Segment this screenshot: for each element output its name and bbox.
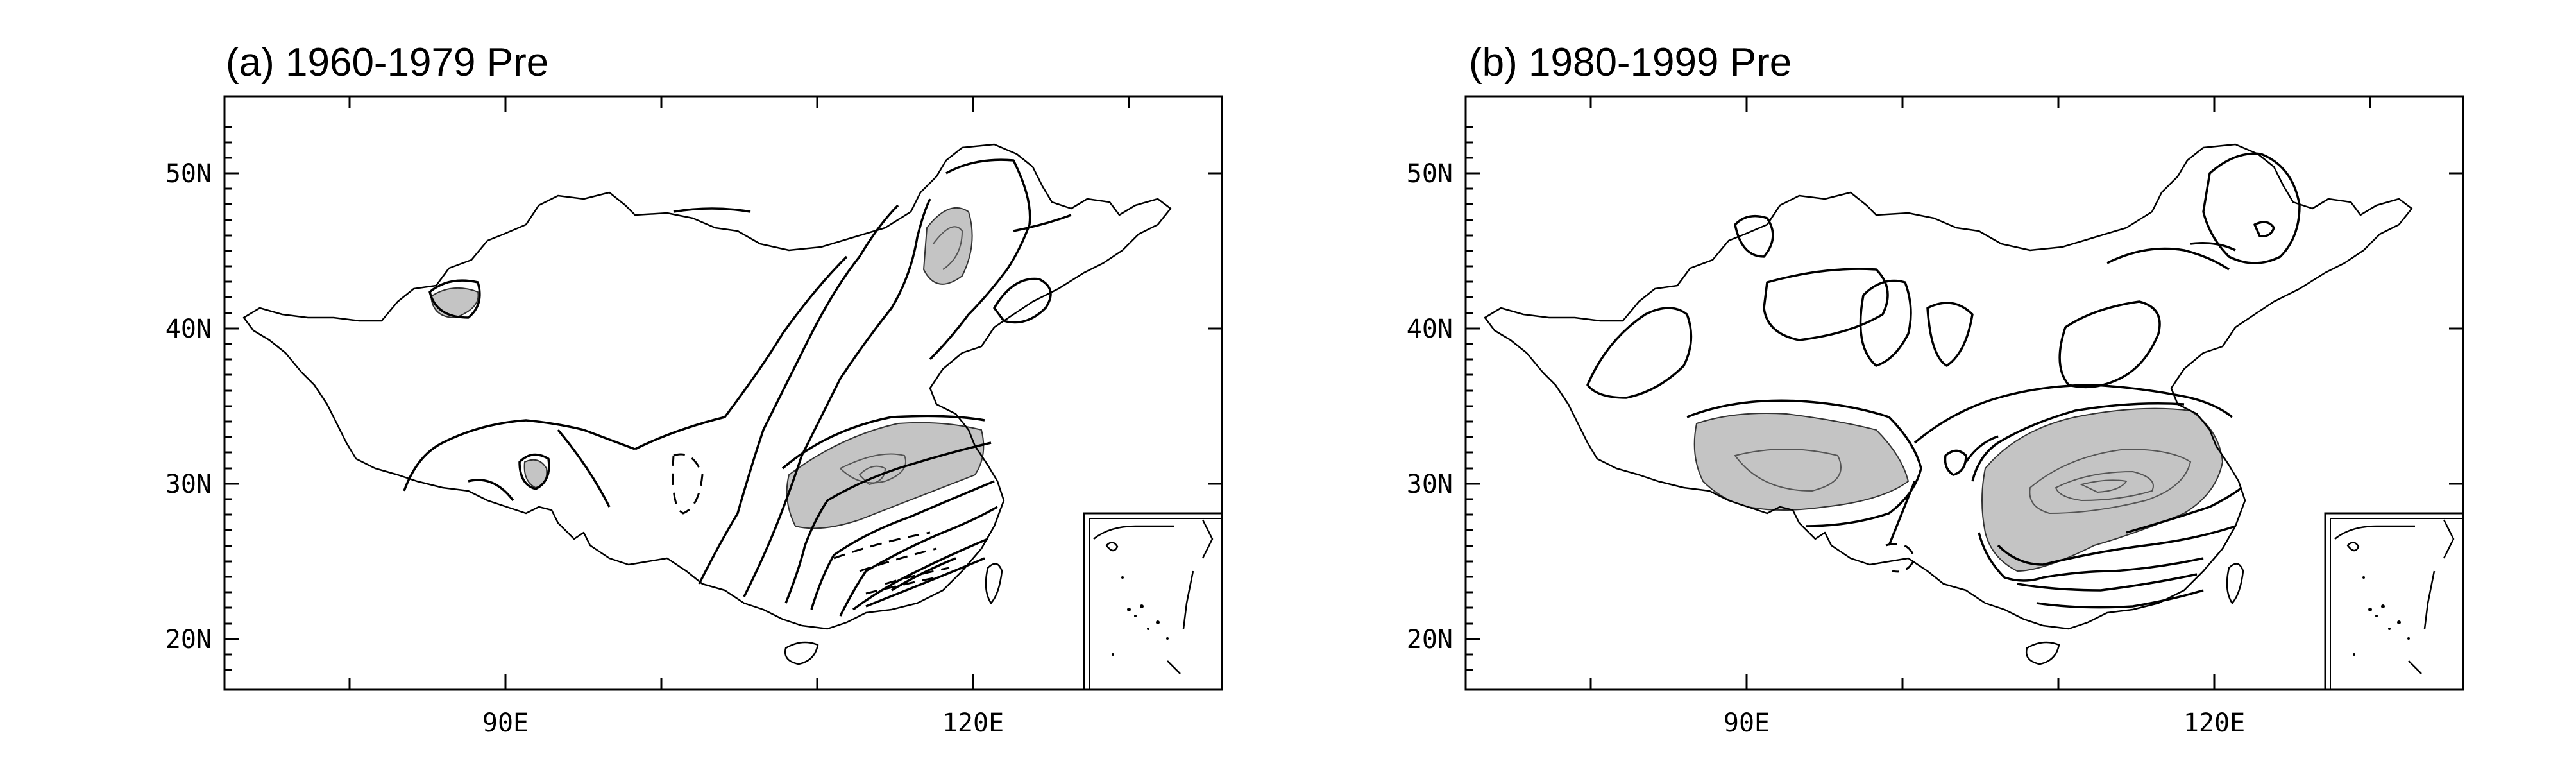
- panel-a-taiwan: [985, 563, 1003, 604]
- panel-a-lat-label-20n: 20N: [165, 625, 212, 654]
- panel-a: (a) 1960-1979 Pre: [165, 40, 1223, 738]
- panel-b-taiwan: [2226, 563, 2244, 604]
- panel-a-hainan: [784, 641, 819, 665]
- panel-b-lat-label-50n: 50N: [1407, 159, 1453, 189]
- panel-a-inset: [1083, 512, 1223, 691]
- panel-a-map: 50N 40N 30N 20N 90E 120E: [165, 95, 1223, 738]
- panel-b-lon-label-120e: 120E: [2183, 708, 2245, 738]
- panel-b-title: (b) 1980-1999 Pre: [1469, 40, 1792, 85]
- panel-b-lat-label-30n: 30N: [1407, 470, 1453, 499]
- panel-b-hainan: [2025, 641, 2060, 665]
- panel-b: (b) 1980-1999 Pre: [1407, 40, 2464, 738]
- panel-b-shading: [1693, 407, 2224, 572]
- panel-a-lon-label-120e: 120E: [942, 708, 1004, 738]
- panel-b-lon-label-90e: 90E: [1724, 708, 1770, 738]
- panel-a-contours: [403, 158, 1072, 617]
- panel-a-lat-label-40n: 40N: [165, 314, 212, 344]
- panel-a-shading: [430, 207, 985, 529]
- panel-b-map: 50N 40N 30N 20N 90E 120E: [1407, 95, 2464, 738]
- panel-b-inset: [2324, 512, 2464, 691]
- panel-b-china-outline: [1484, 143, 2413, 630]
- panel-b-contours: [1586, 152, 2301, 609]
- panel-a-lon-label-90e: 90E: [482, 708, 529, 738]
- panel-a-lat-label-30n: 30N: [165, 470, 212, 499]
- panel-a-frame: [223, 95, 1223, 691]
- panel-b-lat-label-40n: 40N: [1407, 314, 1453, 344]
- panel-a-title: (a) 1960-1979 Pre: [226, 40, 548, 85]
- panel-a-china-outline: [242, 143, 1172, 630]
- panel-a-lat-label-50n: 50N: [165, 159, 212, 189]
- panel-b-lat-label-20n: 20N: [1407, 625, 1453, 654]
- panel-a-lat-ticks: [225, 126, 1222, 671]
- panel-b-frame: [1464, 95, 2464, 691]
